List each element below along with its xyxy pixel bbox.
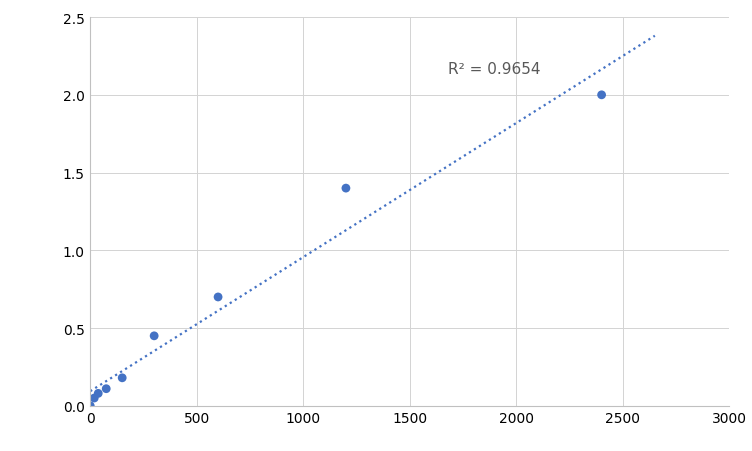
- Point: [148, 332, 160, 340]
- Text: R² = 0.9654: R² = 0.9654: [448, 62, 541, 77]
- Point: [116, 374, 128, 382]
- Point: [596, 92, 608, 99]
- Point: [92, 390, 105, 397]
- Point: [212, 294, 224, 301]
- Point: [84, 402, 96, 410]
- Point: [340, 185, 352, 192]
- Point: [100, 385, 112, 392]
- Point: [88, 395, 100, 402]
